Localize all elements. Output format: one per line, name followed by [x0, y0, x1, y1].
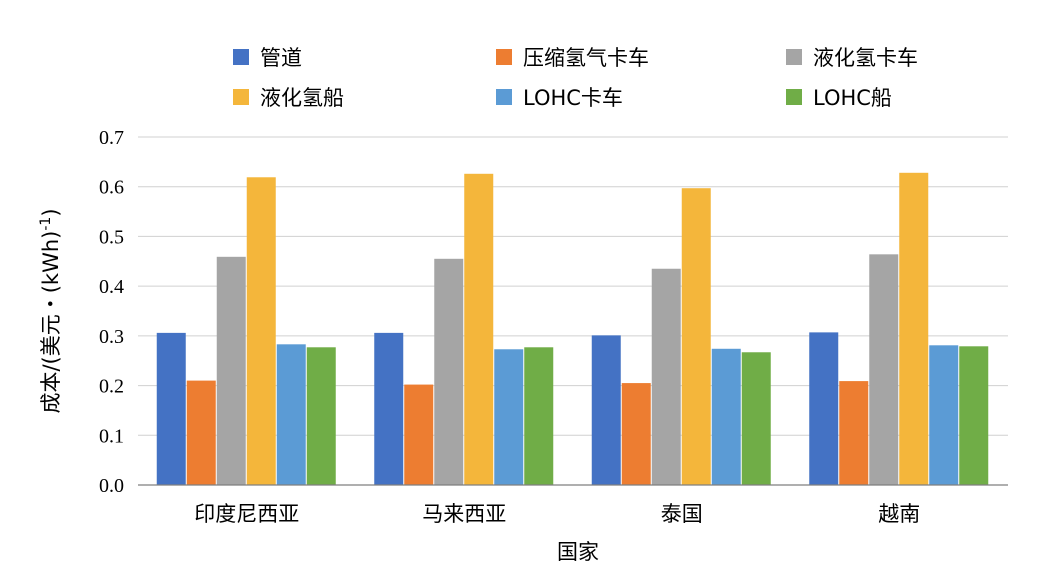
- bar: [186, 380, 216, 485]
- legend-swatch: [233, 49, 249, 65]
- bar: [464, 173, 494, 485]
- bar: [839, 381, 869, 485]
- x-category-label: 越南: [878, 502, 920, 526]
- y-axis-title-sup: -1: [38, 217, 54, 231]
- x-category-labels: 印度尼西亚 马来西亚 泰国 越南: [194, 502, 920, 526]
- x-category-label: 马来西亚: [422, 502, 506, 526]
- legend-swatch: [496, 89, 512, 105]
- bar: [711, 348, 741, 485]
- bar: [681, 188, 711, 485]
- bar: [959, 346, 989, 485]
- y-tick-label: 0.4: [99, 276, 124, 298]
- legend-label: LOHC船: [813, 86, 892, 110]
- x-axis-title: 国家: [557, 540, 599, 564]
- legend-label: LOHC卡车: [523, 86, 623, 110]
- y-tick-label: 0.6: [99, 177, 124, 199]
- bar: [524, 347, 554, 485]
- bar: [404, 384, 434, 485]
- legend-label: 液化氢卡车: [813, 46, 918, 70]
- legend-label: 管道: [260, 46, 302, 70]
- bar: [276, 344, 306, 485]
- legend-swatch: [496, 49, 512, 65]
- y-axis-title: 成本/(美元・(kWh)-1): [38, 208, 63, 413]
- bar: [246, 177, 276, 486]
- bar: [306, 347, 336, 485]
- bar: [434, 258, 464, 485]
- y-tick-label: 0.3: [99, 326, 124, 348]
- bar: [741, 352, 771, 485]
- bar: [869, 254, 899, 485]
- legend-label: 液化氢船: [260, 86, 344, 110]
- y-tick-labels: 0.0 0.1 0.2 0.3 0.4 0.5 0.6 0.7: [99, 127, 124, 497]
- y-axis-title-close: ): [39, 208, 63, 216]
- x-category-label: 印度尼西亚: [194, 502, 299, 526]
- bar: [899, 172, 929, 485]
- legend-swatch: [786, 89, 802, 105]
- bar: [621, 383, 651, 485]
- bar: [216, 256, 246, 485]
- y-axis-title-main: 成本/(美元・(kWh): [39, 231, 63, 414]
- y-tick-label: 0.1: [99, 425, 124, 447]
- bar: [156, 332, 186, 485]
- bar: [929, 345, 959, 485]
- bar: [809, 332, 839, 485]
- bars: [156, 172, 989, 486]
- bar: [374, 332, 404, 485]
- bar: [591, 335, 621, 485]
- y-tick-label: 0.0: [99, 475, 124, 497]
- legend-swatch: [233, 89, 249, 105]
- legend-swatch: [786, 49, 802, 65]
- y-tick-label: 0.5: [99, 226, 124, 248]
- legend-label: 压缩氢气卡车: [523, 46, 649, 70]
- bar: [494, 349, 524, 485]
- y-tick-label: 0.7: [99, 127, 124, 149]
- bar: [651, 268, 681, 485]
- y-tick-label: 0.2: [99, 376, 124, 398]
- x-category-label: 泰国: [661, 502, 703, 526]
